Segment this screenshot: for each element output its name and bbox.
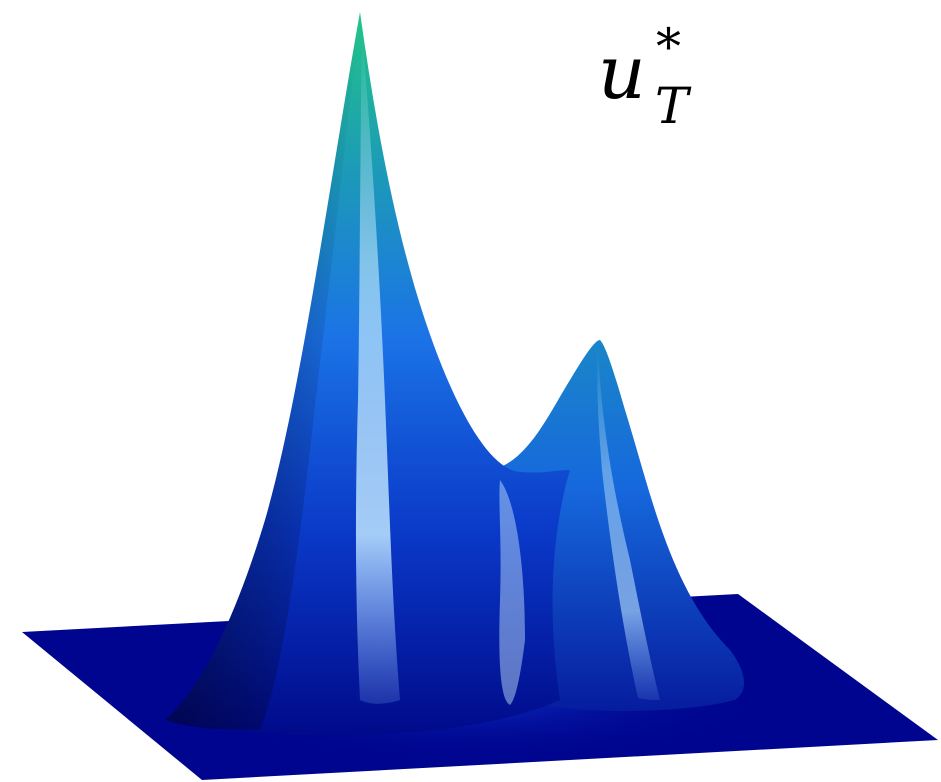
label-superscript: * (656, 18, 681, 76)
surface-label: u * T (598, 22, 688, 131)
valley-highlight (499, 480, 525, 705)
label-symbol: u (598, 30, 646, 116)
label-subscript: T (655, 77, 689, 135)
secondary-peak-highlight (597, 345, 660, 700)
main-peak-shadow (165, 12, 360, 730)
main-peak-highlight (355, 30, 400, 704)
